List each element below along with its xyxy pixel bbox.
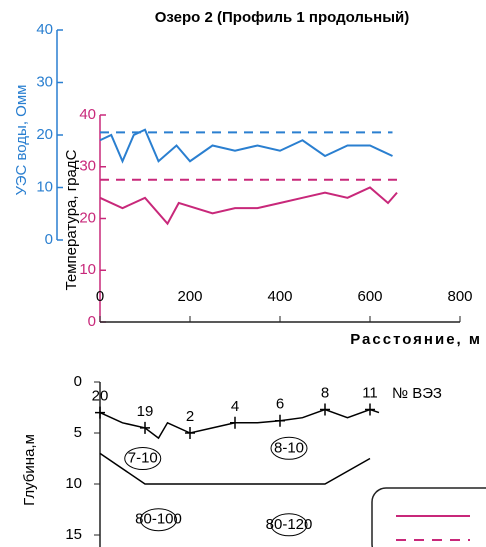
y2-axis-label: Температура, градС [63,149,80,290]
y2-tick-label: 40 [79,106,96,123]
station-marker [185,427,195,439]
y2-tick-label: 20 [79,209,96,226]
station-title: № ВЭЗ [392,385,442,402]
chart-title: Озеро 2 (Профиль 1 продольный) [155,9,409,26]
y-tick-label: 40 [36,21,53,38]
zone-ellipse [270,513,308,537]
station-marker [230,416,240,429]
zone-label: 7-10 [128,449,158,466]
zone-ellipse [140,508,177,532]
y2-tick-label: 30 [79,158,96,175]
station-label: 19 [137,403,154,420]
y2-tick-label: 0 [88,313,96,330]
legend-box [371,487,486,547]
station-label: 8 [321,385,329,402]
zone-label: 80-120 [266,516,313,533]
x-tick-label: 200 [177,288,202,305]
series-line [99,128,393,164]
zone-ellipse [124,447,162,470]
station-marker [140,421,150,434]
station-marker [275,414,285,427]
y-tick-label: 5 [74,424,82,441]
x-tick-label: 400 [267,288,292,305]
zone-ellipse [270,436,308,460]
station-label: 2 [186,408,194,425]
y-tick-label: 10 [36,178,53,195]
station-label: 11 [362,385,378,402]
station-marker [95,406,105,419]
station-label: 20 [92,388,109,405]
x-tick-label: 600 [357,288,382,305]
y2-tick-label: 10 [79,261,96,278]
zone-label: 8-10 [274,439,304,456]
y-tick-label: 0 [45,231,53,248]
x-axis-label: Расстояние, м [350,331,482,348]
series-line [99,186,398,226]
station-marker [365,403,375,416]
y-axis-label: УЭС воды, Омм [13,85,30,196]
y-tick-label: 0 [74,373,82,390]
x-tick-label: 800 [447,288,472,305]
y-axis-label: Глубина,м [21,434,38,506]
station-label: 6 [276,396,284,413]
x-tick-label: 0 [96,288,104,305]
profile-line [99,452,371,485]
y-tick-label: 30 [36,73,53,90]
station-marker [320,403,330,416]
zone-label: 80-100 [135,511,182,528]
station-label: 4 [231,398,239,415]
y-tick-label: 15 [65,526,82,543]
y-tick-label: 10 [65,475,82,492]
y-tick-label: 20 [36,126,53,143]
